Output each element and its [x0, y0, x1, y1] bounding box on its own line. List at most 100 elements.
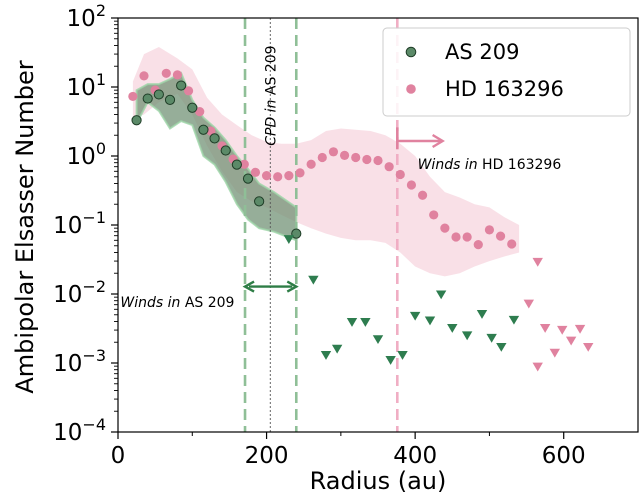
x-tick-label-4: 600 — [542, 443, 586, 469]
legend-marker-hd163296 — [406, 84, 416, 94]
as209-point-8 — [209, 133, 220, 144]
hd163296-point-25 — [395, 169, 405, 180]
data-points — [128, 68, 594, 372]
as209-upper-limit-4 — [331, 344, 343, 354]
as209-upper-limit-12 — [435, 290, 447, 300]
as209-upper-limit-16 — [486, 333, 497, 343]
hd163296-point-7 — [195, 107, 205, 117]
hd163296-point-22 — [362, 154, 372, 165]
hd163296-point-30 — [451, 232, 461, 242]
as209-upper-limit-13 — [447, 323, 458, 333]
hd163296-point-29 — [440, 223, 450, 233]
axes: 0 200 400 600 10−4 10−3 10−2 10−1 100 101 102 Radiu… — [11, 1, 639, 494]
hd163296-point-35 — [507, 239, 517, 249]
hd163296-upper-limit-5 — [549, 348, 560, 358]
as209-winds-arrow-left-head — [242, 280, 255, 293]
as209-upper-limit-7 — [372, 335, 384, 345]
hd163296-point-15 — [284, 170, 294, 181]
legend-marker-as209 — [405, 46, 417, 58]
as209-upper-limit-6 — [360, 318, 371, 327]
hd163296-point-17 — [306, 159, 316, 169]
hd163296-point-26 — [406, 180, 417, 190]
as209-upper-limit-8 — [385, 355, 396, 365]
hd163296-point-23 — [373, 155, 383, 166]
hd163296-upper-limit-6 — [557, 325, 568, 335]
hd163296-point-21 — [351, 152, 361, 163]
hd163296-upper-limit-2 — [532, 362, 543, 372]
hd163296-point-27 — [417, 190, 428, 200]
legend-label-as209: AS 209 — [445, 40, 519, 64]
hd163296-upper-limit-8 — [574, 324, 586, 334]
hd163296-point-18 — [317, 152, 327, 163]
as209-upper-limit-11 — [424, 316, 436, 326]
hd163296-point-12 — [250, 167, 261, 177]
hd163296-point-20 — [339, 150, 350, 161]
x-tick-label-3: 400 — [393, 443, 437, 469]
y-tick-label-4: 10−1 — [53, 208, 106, 239]
hd163296-upper-limit-1 — [523, 299, 534, 309]
as209-upper-limit-17 — [496, 342, 507, 352]
hd163296-point-5 — [172, 70, 183, 80]
as209-point-5 — [176, 80, 187, 91]
x-tick-label-1: 0 — [111, 443, 126, 469]
as209-point-9 — [220, 145, 231, 156]
hd163296-point-8 — [206, 126, 216, 136]
hd163296-point-2 — [139, 71, 149, 81]
as209-upper-limit-9 — [397, 350, 408, 360]
hd163296-point-13 — [261, 170, 272, 181]
arrow-annotations — [242, 127, 445, 293]
as209-upper-limit-5 — [346, 318, 358, 327]
as209-upper-limit-15 — [476, 310, 488, 319]
hd163296-point-33 — [484, 225, 495, 235]
y-tick-label-5: 100 — [67, 139, 106, 170]
legend-label-hd163296: HD 163296 — [445, 77, 564, 101]
as209-point-12 — [254, 196, 265, 207]
hd163296-point-28 — [429, 210, 439, 220]
hd163296-winds-arrow-head — [432, 133, 445, 149]
as209-upper-limit-14 — [461, 331, 473, 341]
as209-point-13 — [291, 228, 302, 239]
as209-point-1 — [131, 115, 142, 126]
hd163296-upper-limit-4 — [539, 323, 551, 333]
hd163296-point-14 — [273, 172, 283, 182]
hd163296-winds-annotation: Winds in HD 163296 — [418, 157, 562, 173]
as209-point-11 — [242, 173, 254, 184]
hd163296-band — [132, 47, 520, 277]
as209-upper-limit-18 — [508, 315, 520, 325]
text-annotations: CPD in AS 209 Winds in AS 209 Winds in HD … — [120, 45, 561, 310]
as209-winds-arrow-right-head — [286, 280, 299, 293]
as209-point-6 — [187, 102, 198, 113]
hd163296-point-19 — [328, 147, 339, 157]
as209-point-7 — [198, 124, 209, 135]
hd163296-point-34 — [495, 231, 506, 241]
as209-point-10 — [231, 159, 242, 170]
hd163296-point-6 — [183, 86, 194, 96]
y-tick-label-3: 10−2 — [53, 277, 106, 308]
y-tick-label-6: 101 — [67, 70, 106, 101]
hd163296-upper-limit-7 — [565, 336, 577, 346]
hd163296-point-24 — [384, 162, 394, 172]
as209-upper-limit-3 — [320, 350, 332, 360]
hd163296-upper-limit-3 — [532, 257, 543, 267]
cpd-annotation: CPD in AS 209 — [263, 45, 279, 145]
hd163296-point-11 — [239, 159, 249, 169]
hd163296-point-16 — [295, 168, 305, 178]
x-tick-label-2: 200 — [245, 443, 289, 469]
y-tick-label-1: 10−4 — [53, 415, 106, 446]
hd163296-upper-limit-9 — [583, 342, 594, 352]
as209-upper-limit-10 — [409, 311, 421, 321]
as209-point-4 — [164, 94, 176, 106]
as209-point-2 — [142, 93, 153, 104]
as209-upper-limit-1 — [283, 235, 295, 245]
legend-box — [382, 27, 631, 117]
as209-winds-annotation: Winds in AS 209 — [120, 295, 234, 311]
legend: AS 209 HD 163296 — [382, 27, 631, 117]
y-tick-label-2: 10−3 — [53, 346, 106, 377]
y-axis-title: Ambipolar Elsasser Number — [11, 60, 39, 393]
hd163296-point-31 — [462, 232, 472, 242]
hd163296-point-32 — [473, 239, 483, 250]
x-axis-title: Radius (au) — [310, 467, 447, 494]
y-tick-label-7: 102 — [67, 1, 106, 32]
hd163296-point-4 — [161, 68, 171, 78]
